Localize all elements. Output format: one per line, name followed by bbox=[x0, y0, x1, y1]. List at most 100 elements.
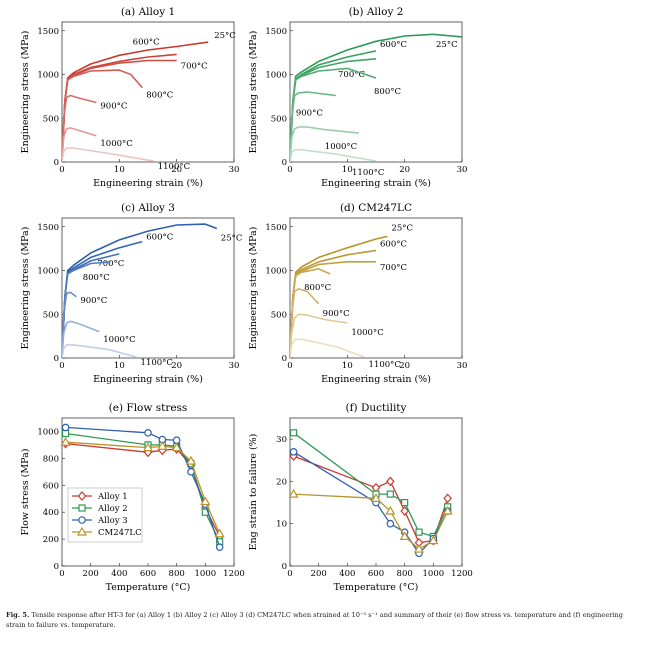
y-tick-label: 1500 bbox=[265, 223, 287, 233]
y-tick-label: 1500 bbox=[37, 223, 59, 233]
chart-title: (f) Ductility bbox=[346, 402, 407, 414]
x-axis-label: Engineering strain (%) bbox=[93, 178, 203, 189]
data-point bbox=[428, 535, 439, 545]
legend-marker bbox=[78, 516, 86, 524]
x-tick-label: 20 bbox=[171, 361, 182, 371]
plot-frame bbox=[61, 217, 235, 359]
data-point bbox=[442, 505, 453, 515]
curve-label: 900°C bbox=[296, 109, 323, 119]
x-tick-label: 400 bbox=[339, 569, 355, 579]
x-tick-label: 20 bbox=[171, 165, 182, 175]
legend-entry: CM247LC bbox=[98, 528, 142, 538]
y-tick-label: 20 bbox=[276, 477, 287, 487]
curve-label: 800°C bbox=[146, 91, 173, 101]
data-point bbox=[142, 442, 154, 452]
curve-label: 900°C bbox=[323, 309, 350, 319]
curve-label: 700°C bbox=[97, 259, 124, 269]
y-tick-label: 0 bbox=[282, 562, 287, 572]
legend-marker bbox=[78, 504, 86, 512]
data-point bbox=[386, 519, 395, 528]
series-line bbox=[293, 432, 449, 538]
y-tick-label: 1000 bbox=[37, 267, 59, 277]
y-tick-label: 500 bbox=[271, 310, 287, 320]
x-tick-label: 0 bbox=[59, 165, 64, 175]
x-tick-label: 200 bbox=[83, 569, 99, 579]
curve-label: 25°C bbox=[214, 31, 236, 41]
x-tick-label: 30 bbox=[229, 165, 240, 175]
chart-panel-3: (c) Alloy 3 0 10 20 30 0 500 1000 1500 Engineerin… bbox=[20, 202, 242, 385]
y-tick-label: 500 bbox=[43, 114, 59, 124]
series-line bbox=[293, 493, 449, 550]
y-axis-label: Engineering stress (MPa) bbox=[20, 31, 31, 154]
y-tick-label: 0 bbox=[54, 158, 59, 168]
series-line bbox=[293, 451, 449, 555]
chart-title: (b) Alloy 2 bbox=[349, 6, 404, 18]
curve-label: 25°C bbox=[391, 223, 413, 233]
x-tick-label: 800 bbox=[169, 569, 185, 579]
curve-label: 1100°C bbox=[352, 168, 384, 178]
data-point bbox=[370, 493, 382, 502]
chart-title: (e) Flow stress bbox=[109, 402, 188, 414]
x-tick-label: 1000 bbox=[423, 569, 445, 579]
data-point bbox=[385, 505, 396, 515]
data-point bbox=[187, 468, 195, 476]
curve-label: 1000°C bbox=[103, 335, 135, 345]
x-tick-label: 0 bbox=[287, 165, 292, 175]
y-tick-label: 1000 bbox=[37, 427, 59, 437]
data-point bbox=[289, 429, 298, 437]
x-axis-label: Temperature (°C) bbox=[106, 582, 191, 593]
data-point bbox=[289, 448, 298, 456]
y-axis-label: Engineering stress (MPa) bbox=[248, 31, 259, 154]
data-point bbox=[214, 528, 225, 538]
data-point bbox=[144, 428, 152, 437]
x-tick-label: 800 bbox=[397, 569, 413, 579]
x-tick-label: 10 bbox=[114, 165, 125, 175]
y-tick-label: 400 bbox=[43, 508, 59, 518]
y-tick-label: 1000 bbox=[265, 267, 287, 277]
x-axis-label: Engineering strain (%) bbox=[321, 374, 431, 385]
curve-1000C bbox=[290, 126, 359, 162]
data-point bbox=[401, 498, 409, 507]
y-axis-label: Eng strain to failure (%) bbox=[248, 434, 259, 551]
chart-panel-1: (a) Alloy 1 0 10 20 30 0 500 1000 1500 Engineerin… bbox=[20, 6, 239, 189]
x-tick-label: 10 bbox=[342, 165, 353, 175]
curve-900C bbox=[290, 288, 320, 358]
x-tick-label: 30 bbox=[457, 165, 468, 175]
x-tick-label: 20 bbox=[399, 361, 410, 371]
curve-1000C bbox=[62, 127, 97, 162]
x-axis-label: Engineering strain (%) bbox=[321, 178, 431, 189]
plot-frame bbox=[61, 21, 235, 163]
y-tick-label: 800 bbox=[43, 454, 59, 464]
curve-25C bbox=[62, 41, 209, 162]
curve-900C bbox=[62, 291, 77, 358]
data-point bbox=[185, 455, 197, 465]
curve-label: 600°C bbox=[380, 40, 407, 50]
curve-label: 800°C bbox=[83, 273, 110, 283]
curve-label: 1000°C bbox=[351, 328, 383, 338]
curve-900C bbox=[62, 94, 97, 162]
x-tick-label: 200 bbox=[311, 569, 327, 579]
data-point bbox=[386, 476, 395, 487]
curve-label: 600°C bbox=[133, 37, 160, 47]
curve-label: 1100°C bbox=[158, 162, 190, 172]
y-tick-label: 500 bbox=[43, 310, 59, 320]
data-point bbox=[400, 506, 409, 516]
curve-label: 700°C bbox=[181, 62, 208, 72]
curve-1000C bbox=[290, 313, 348, 358]
x-tick-label: 1000 bbox=[195, 569, 217, 579]
y-axis-label: Engineering stress (MPa) bbox=[20, 227, 31, 350]
x-tick-label: 10 bbox=[342, 361, 353, 371]
data-point bbox=[61, 423, 70, 432]
x-axis-label: Temperature (°C) bbox=[334, 582, 419, 593]
curve-900C bbox=[290, 91, 336, 162]
y-tick-label: 30 bbox=[276, 435, 287, 445]
data-point bbox=[415, 528, 423, 536]
caption-label: Fig. 5. bbox=[6, 611, 30, 619]
figure-panels: (a) Alloy 10 10 20 30050010001500Engineerin… bbox=[20, 6, 473, 593]
chart-title: (d) CM247LC bbox=[340, 202, 412, 214]
curve-label: 700°C bbox=[380, 263, 407, 273]
y-tick-label: 200 bbox=[43, 535, 59, 545]
y-tick-label: 0 bbox=[282, 354, 287, 364]
x-tick-label: 0 bbox=[287, 361, 292, 371]
chart-panel-4: (d) CM247LC 0 10 20 30 0 500 1000 1500 Engineerin… bbox=[248, 202, 467, 385]
